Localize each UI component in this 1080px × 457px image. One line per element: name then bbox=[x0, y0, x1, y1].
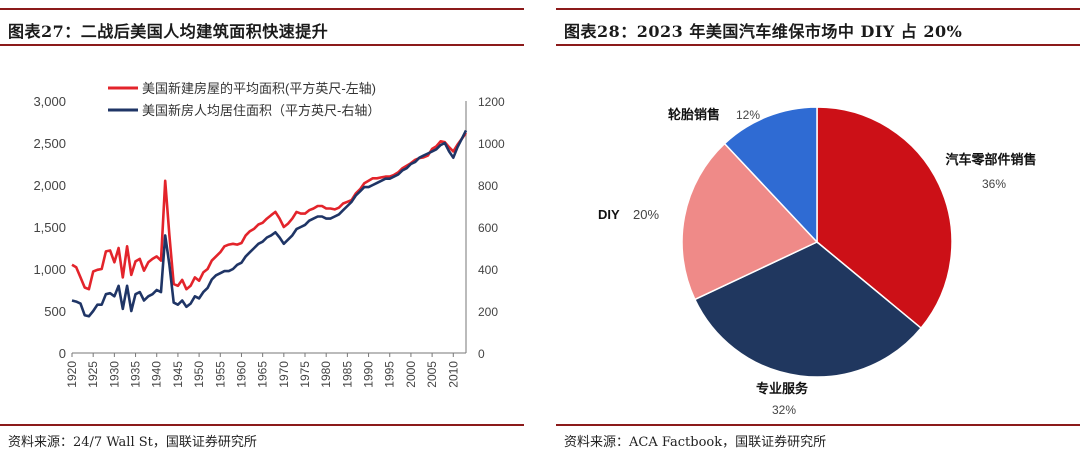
right-chart-panel: 图表28：2023 年美国汽车维保市场中 DIY 占 20% 汽车零部件销售 3… bbox=[556, 0, 1080, 457]
title-rule bbox=[0, 44, 524, 46]
pie-label-tire-sales-value: 12% bbox=[736, 108, 760, 122]
x-tick-label: 2005 bbox=[425, 361, 439, 388]
series-line-per-capita-area bbox=[71, 129, 468, 318]
source-rule bbox=[556, 424, 1080, 426]
x-tick-label: 2000 bbox=[404, 361, 418, 388]
pie-labels: 汽车零部件销售 36% 专业服务 32% DIY 20% 轮胎销售 12% bbox=[598, 107, 1037, 417]
x-tick-label: 1965 bbox=[256, 361, 270, 388]
pie-label-parts-sales-value: 36% bbox=[982, 177, 1006, 191]
x-tick-label: 1960 bbox=[234, 361, 248, 388]
pie-label-parts-sales-name: 汽车零部件销售 bbox=[945, 152, 1036, 167]
x-tick-label: 1940 bbox=[150, 361, 164, 388]
left-chart-panel: 图表27：二战后美国人均建筑面积快速提升 0 500 1,000 1,500 2,000… bbox=[0, 0, 524, 457]
right-chart-title: 图表28：2023 年美国汽车维保市场中 DIY 占 20% bbox=[564, 22, 963, 41]
title-rule bbox=[556, 44, 1080, 46]
top-rule bbox=[556, 8, 1080, 10]
chart-lines bbox=[71, 129, 468, 318]
top-rule bbox=[0, 8, 524, 10]
legend-label-per-capita-area: 美国新房人均居住面积（平方英尺-右轴） bbox=[142, 103, 380, 118]
right-y-tick-label: 800 bbox=[478, 179, 498, 193]
left-y-tick-label: 1,000 bbox=[33, 262, 66, 277]
pie-slice-pro-service bbox=[693, 241, 923, 378]
right-y-tick-label: 200 bbox=[478, 305, 498, 319]
right-y-tick-label: 1000 bbox=[478, 137, 505, 151]
left-y-tick-label: 500 bbox=[44, 304, 66, 319]
right-y-tick-label: 600 bbox=[478, 221, 498, 235]
series-line-avg-new-home-area bbox=[71, 132, 468, 291]
pie-label-diy-name: DIY bbox=[598, 207, 620, 222]
pie-slice-parts-sales bbox=[816, 106, 953, 330]
x-tick-label: 1930 bbox=[107, 361, 121, 388]
pie-label-pro-service-value: 32% bbox=[772, 403, 796, 417]
x-tick-label: 1970 bbox=[277, 361, 291, 388]
x-tick-label: 1935 bbox=[129, 361, 143, 388]
left-y-tick-label: 1,500 bbox=[33, 220, 66, 235]
right-y-tick-label: 400 bbox=[478, 263, 498, 277]
right-y-tick-label: 0 bbox=[478, 347, 485, 361]
chart-axes: 0 500 1,000 1,500 2,000 2,500 3,000 0 200 400 600 8… bbox=[33, 94, 505, 388]
x-tick-label: 1995 bbox=[383, 361, 397, 388]
chart-legend: 美国新建房屋的平均面积(平方英尺-左轴) 美国新房人均居住面积（平方英尺-右轴） bbox=[108, 81, 380, 118]
x-tick-label: 1955 bbox=[213, 361, 227, 388]
left-y-tick-label: 3,000 bbox=[33, 94, 66, 109]
legend-label-avg-area: 美国新建房屋的平均面积(平方英尺-左轴) bbox=[142, 81, 376, 96]
pie-label-tire-sales-name: 轮胎销售 bbox=[668, 107, 720, 122]
x-tick-label: 1990 bbox=[362, 361, 376, 388]
left-chart-title: 图表27：二战后美国人均建筑面积快速提升 bbox=[8, 22, 329, 41]
x-tick-label: 1925 bbox=[86, 361, 100, 388]
x-tick-label: 1975 bbox=[298, 361, 312, 388]
pie-slice-tire-sales bbox=[723, 106, 818, 244]
pie-slices bbox=[681, 106, 953, 378]
x-tick-label: 1945 bbox=[171, 361, 185, 388]
right-y-tick-label: 1200 bbox=[478, 95, 505, 109]
left-y-tick-label: 2,000 bbox=[33, 178, 66, 193]
line-chart: 0 500 1,000 1,500 2,000 2,500 3,000 0 200 400 600 8… bbox=[33, 81, 505, 388]
left-y-tick-label: 0 bbox=[59, 346, 66, 361]
pie-label-diy-value: 20% bbox=[633, 207, 659, 222]
x-tick-label: 1985 bbox=[340, 361, 354, 388]
x-tick-label: 1920 bbox=[65, 361, 79, 388]
pie-slice-diy bbox=[681, 142, 819, 301]
pie-label-pro-service-name: 专业服务 bbox=[756, 381, 809, 396]
pie-chart: 汽车零部件销售 36% 专业服务 32% DIY 20% 轮胎销售 12% bbox=[598, 106, 1037, 417]
left-y-tick-label: 2,500 bbox=[33, 136, 66, 151]
right-chart-source: 资料来源：ACA Factbook，国联证券研究所 bbox=[564, 435, 827, 450]
x-tick-label: 1980 bbox=[319, 361, 333, 388]
source-rule bbox=[0, 424, 524, 426]
left-chart-source: 资料来源：24/7 Wall St，国联证券研究所 bbox=[8, 435, 257, 450]
x-tick-label: 1950 bbox=[192, 361, 206, 388]
x-tick-label: 2010 bbox=[446, 361, 460, 388]
